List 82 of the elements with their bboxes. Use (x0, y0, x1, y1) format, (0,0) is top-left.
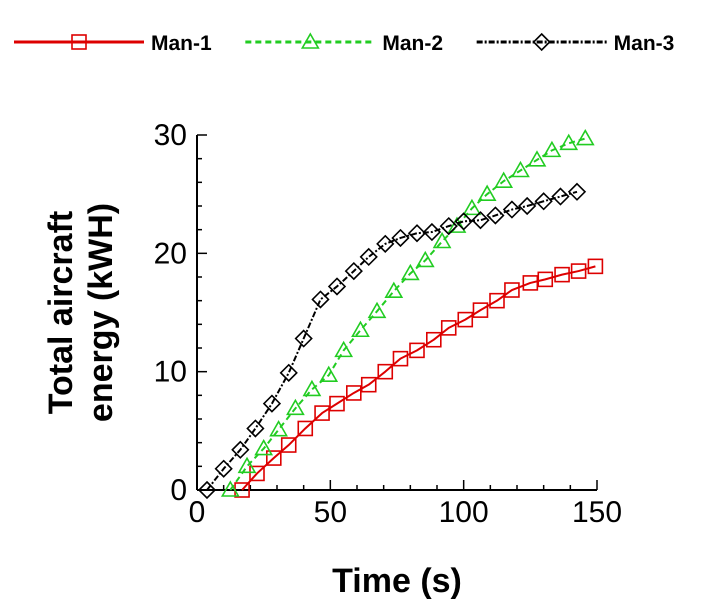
point (522, 275, 538, 291)
point (346, 385, 362, 401)
legend-label: Man-2 (382, 32, 444, 55)
point (426, 332, 442, 348)
y-tick-label: 20 (154, 237, 187, 270)
point (503, 200, 521, 218)
point (329, 396, 345, 412)
point (392, 350, 408, 366)
y-tick-label: 10 (154, 356, 187, 389)
point (454, 212, 472, 230)
point (222, 481, 240, 497)
point (528, 151, 546, 167)
x-tick-label: 100 (438, 496, 489, 529)
point (543, 142, 561, 158)
point (448, 217, 466, 233)
point (537, 272, 554, 288)
point (234, 482, 250, 498)
point (408, 224, 426, 242)
point (570, 263, 586, 279)
point (472, 302, 488, 318)
point (512, 162, 530, 178)
point (402, 264, 420, 280)
point (334, 342, 352, 358)
x-tick-label: 150 (572, 496, 622, 529)
point (303, 380, 321, 396)
point (294, 330, 312, 348)
point (263, 394, 281, 412)
point (377, 364, 394, 380)
point (360, 376, 377, 392)
point (518, 197, 536, 215)
point (392, 229, 410, 247)
point (270, 420, 288, 436)
point (576, 130, 594, 146)
point (409, 342, 425, 358)
point (345, 262, 363, 280)
point (416, 252, 434, 268)
point (232, 440, 250, 459)
legend-label: Man-1 (151, 32, 212, 55)
point (238, 458, 256, 474)
point (320, 366, 338, 382)
point (463, 200, 481, 216)
x-axis-title: Time (s) (332, 562, 462, 600)
point (478, 185, 496, 201)
y-axis-title: Total aircraft energy (kWH) (42, 202, 120, 422)
point (297, 420, 314, 436)
point (385, 282, 403, 298)
point (440, 217, 458, 235)
y-tick-label: 0 (170, 474, 187, 507)
point (472, 211, 490, 229)
point (504, 282, 520, 298)
point (368, 302, 386, 318)
point (376, 235, 394, 253)
point (312, 290, 330, 308)
point (489, 292, 505, 308)
point (328, 278, 346, 296)
point (560, 134, 578, 150)
point (457, 312, 474, 328)
point (552, 188, 570, 206)
point (249, 466, 265, 482)
legend-label: Man-3 (614, 32, 674, 55)
x-tick-label: 50 (314, 496, 348, 529)
point (534, 192, 552, 210)
point (246, 420, 264, 438)
point (352, 321, 370, 338)
y-tick-label: 30 (154, 119, 187, 152)
point (554, 266, 570, 282)
point (280, 437, 297, 453)
point (423, 223, 441, 241)
point (568, 183, 586, 201)
point (433, 232, 451, 248)
point (254, 440, 272, 456)
point (214, 460, 232, 478)
point (494, 172, 512, 188)
point (440, 320, 457, 336)
point (266, 450, 282, 466)
point (360, 248, 378, 266)
point (486, 206, 504, 224)
point (286, 400, 304, 416)
point (314, 405, 330, 421)
point (280, 364, 298, 382)
point (588, 258, 604, 274)
point (198, 481, 216, 499)
